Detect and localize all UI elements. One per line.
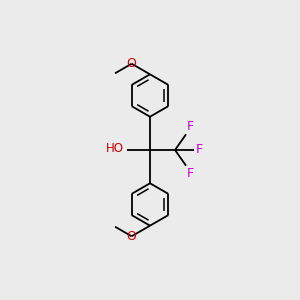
Text: F: F	[195, 143, 203, 157]
Text: O: O	[127, 57, 136, 70]
Text: F: F	[187, 167, 194, 180]
Text: F: F	[187, 120, 194, 133]
Text: HO: HO	[106, 142, 124, 155]
Text: O: O	[127, 230, 136, 243]
